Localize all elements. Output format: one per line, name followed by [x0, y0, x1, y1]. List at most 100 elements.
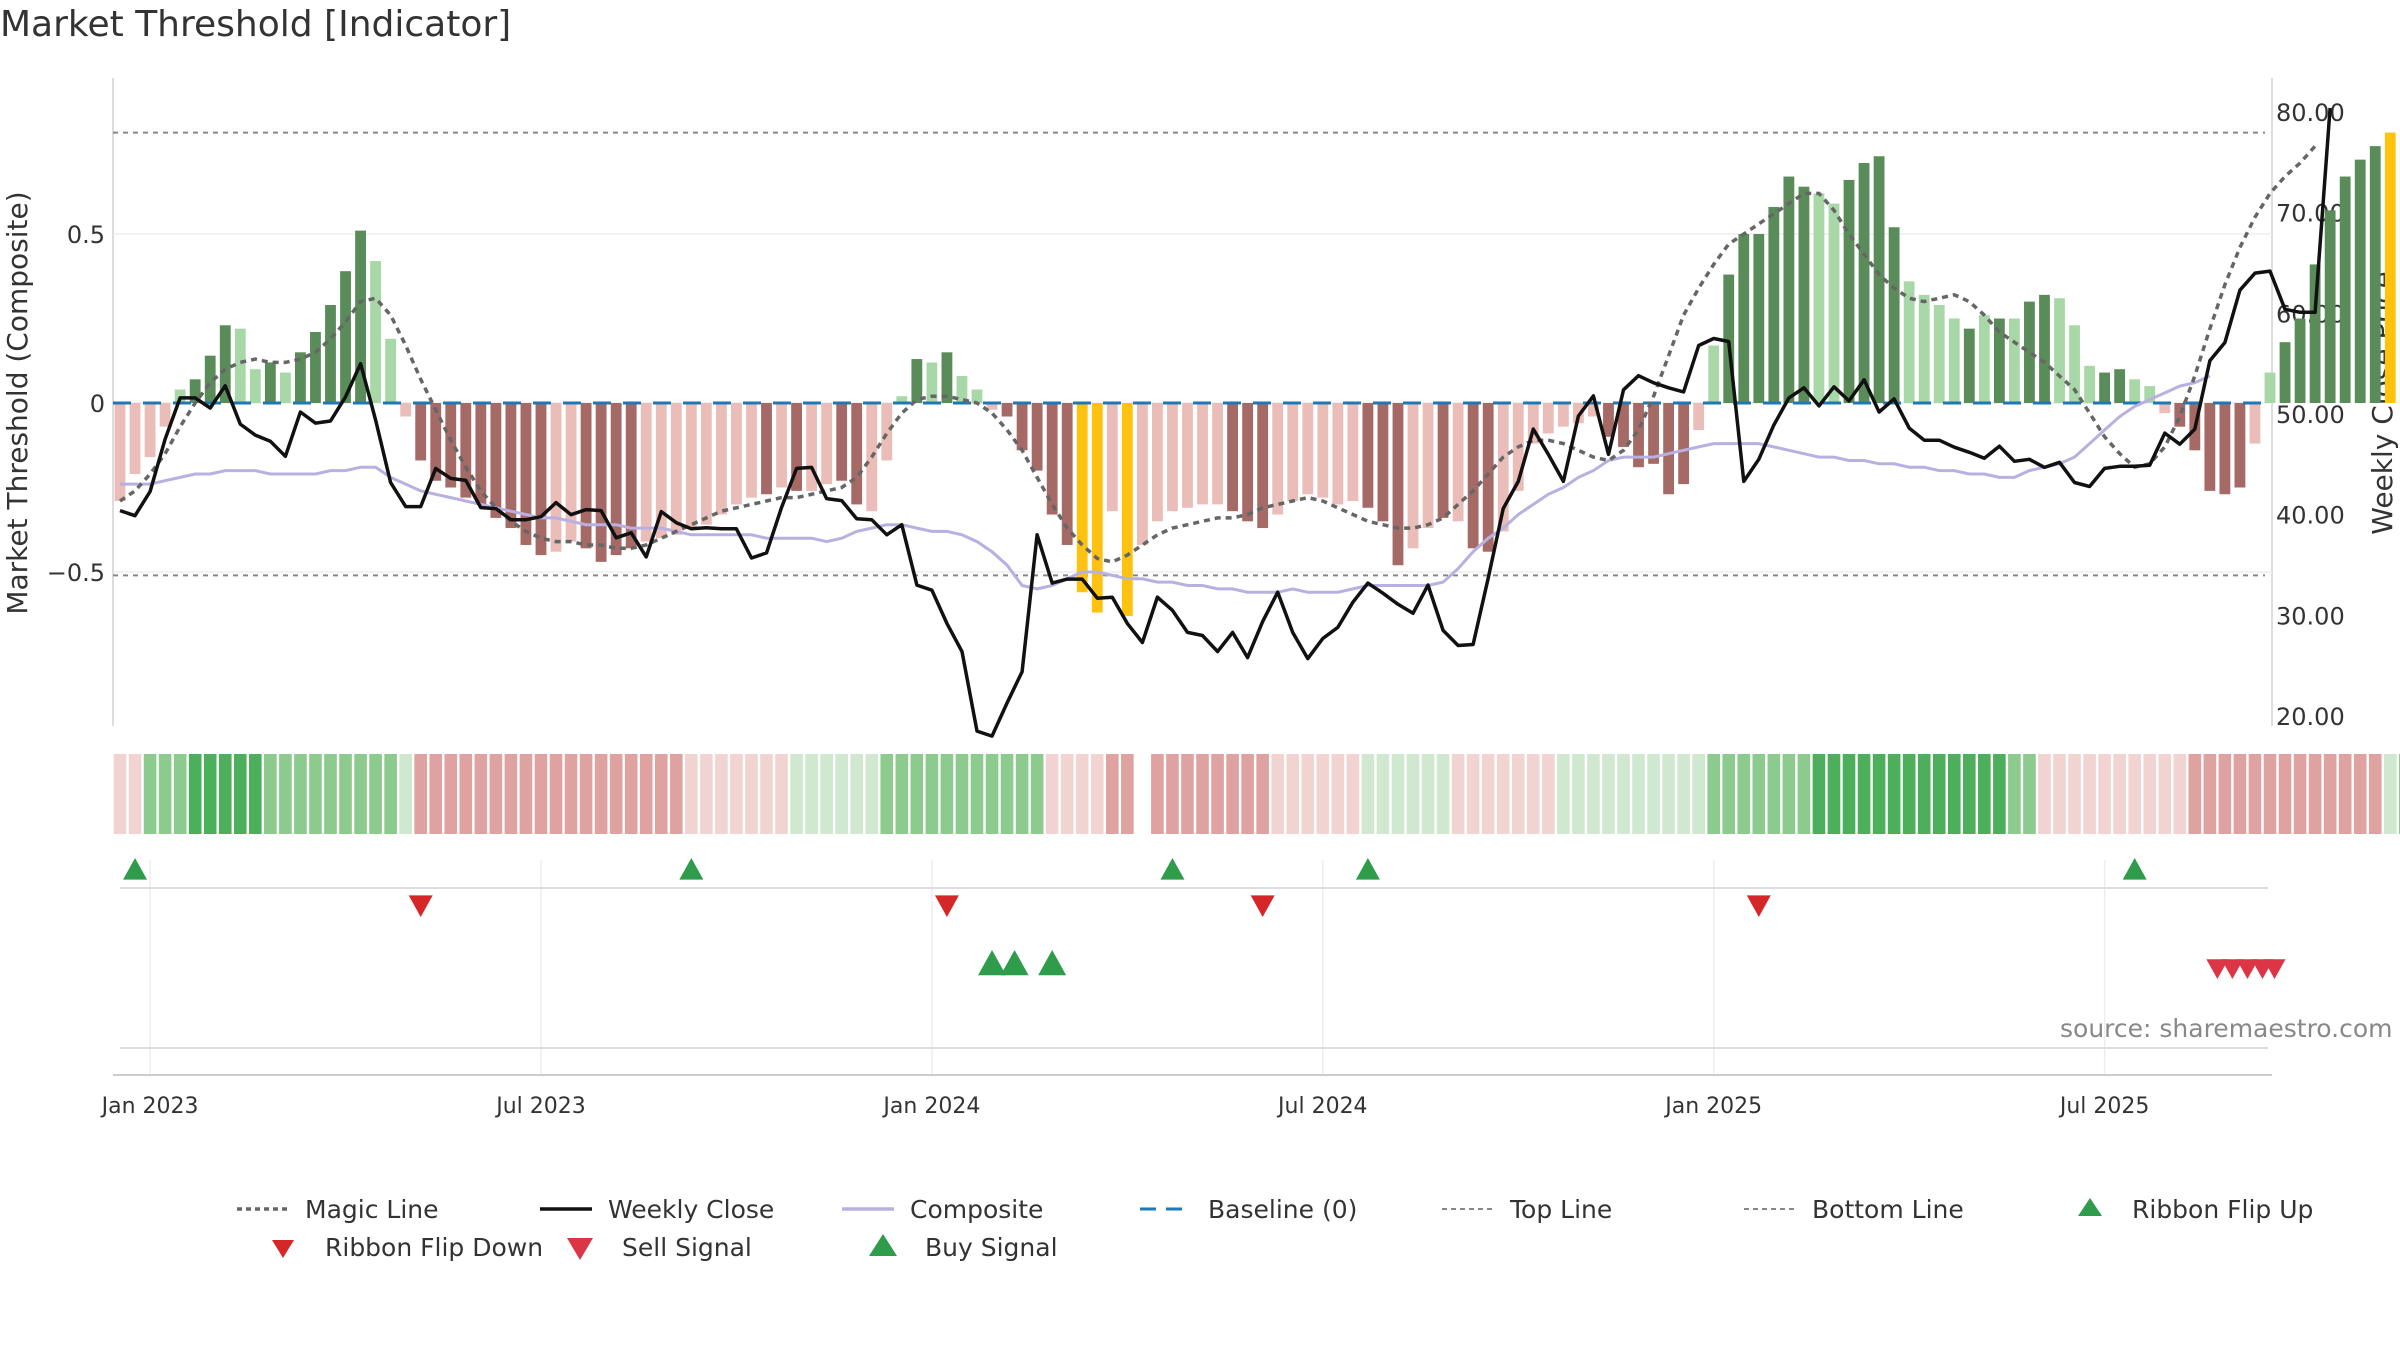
ribbon-cell: [294, 754, 307, 834]
composite-bar: [400, 403, 412, 417]
composite-bar: [715, 403, 727, 515]
legend-label: Sell Signal: [622, 1232, 752, 1262]
composite-bar: [1467, 403, 1479, 549]
legend-item: Top Line: [1440, 1192, 1612, 1226]
ribbon-cell: [865, 754, 879, 834]
ribbon-cell: [2218, 754, 2232, 834]
ribbon-cell: [2323, 754, 2337, 834]
composite-bar: [1197, 403, 1208, 505]
composite-bar: [1377, 403, 1389, 522]
ribbon-cell: [669, 754, 683, 834]
ribbon-cell: [474, 754, 488, 834]
right-tick-label: 80.00: [2276, 99, 2345, 127]
ribbon-cell: [2353, 754, 2367, 834]
ribbon-cell: [925, 754, 939, 834]
ribbon-cell: [384, 754, 397, 834]
ribbon-cell: [1797, 754, 1811, 834]
sell-signal-marker: [2236, 959, 2259, 979]
weekly-close-line: [119, 107, 2332, 738]
ribbon-cell: [1105, 754, 1119, 834]
buy-signal-marker: [1000, 950, 1029, 976]
legend-item: Magic Line: [235, 1192, 439, 1226]
composite-bar: [2264, 372, 2276, 403]
ribbon-cell: [1632, 754, 1645, 834]
x-tick-label: Jan 2023: [100, 1094, 199, 1119]
legend-item: Ribbon Flip Up: [2062, 1192, 2313, 1226]
ribbon-cell: [1376, 754, 1390, 834]
composite-bar: [1227, 403, 1238, 512]
ribbon-cell: [1271, 754, 1285, 834]
composite-bar: [2219, 403, 2231, 495]
composite-bar: [2099, 372, 2111, 403]
composite-bar: [2309, 264, 2321, 403]
ribbon-cell: [324, 754, 337, 834]
ribbon-cell: [1211, 754, 1224, 834]
composite-line: [120, 374, 2211, 594]
composite-bar: [1076, 403, 1088, 593]
composite-bar: [264, 362, 276, 403]
composite-bar: [550, 403, 562, 552]
ribbon-cell: [1256, 754, 1269, 834]
composite-bar: [2174, 403, 2186, 427]
ribbon-flip-down-marker: [1250, 895, 1275, 917]
composite-bar: [2294, 318, 2306, 403]
ribbon-flip-down-marker: [1746, 895, 1771, 917]
composite-bar: [896, 396, 908, 403]
ribbon-cell: [895, 754, 909, 834]
composite-bar: [2054, 298, 2065, 403]
ribbon-cell: [1181, 754, 1194, 834]
ribbon-cell: [504, 754, 518, 834]
composite-bar: [1858, 163, 1870, 403]
ribbon-cell: [1421, 754, 1435, 834]
ribbon-flip-down-marker: [408, 895, 433, 917]
composite-bar: [1963, 328, 1975, 403]
ribbon-cell: [1151, 754, 1164, 834]
sell-signal-marker: [2263, 959, 2286, 979]
ribbon-cell: [2203, 754, 2217, 834]
composite-bar: [2084, 365, 2095, 403]
ribbon-cell: [1872, 754, 1886, 834]
composite-bar: [1768, 206, 1780, 403]
composite-bar: [2144, 386, 2156, 403]
composite-bar: [1648, 403, 1659, 464]
ribbon-cell: [2038, 754, 2051, 834]
ribbon-cell: [2278, 754, 2292, 834]
ribbon-cell: [1572, 754, 1585, 834]
ribbon-cell: [279, 754, 292, 834]
composite-bar: [1588, 403, 1599, 417]
ribbon-cell: [1692, 754, 1705, 834]
composite-bar: [746, 403, 757, 498]
composite-bar: [1031, 403, 1043, 471]
ribbon-cell: [233, 754, 247, 834]
composite-bar: [144, 403, 156, 458]
legend-swatch: [237, 1207, 289, 1211]
composite-bar: [1918, 294, 1930, 403]
composite-bar: [1843, 179, 1855, 403]
ribbon-cell: [1902, 754, 1916, 834]
ribbon-cell: [369, 754, 382, 834]
composite-bar: [2279, 342, 2291, 403]
composite-bar: [1708, 345, 1720, 403]
composite-bar: [1798, 186, 1810, 403]
legend-item: Buy Signal: [855, 1230, 1058, 1264]
ribbon-cell: [2233, 754, 2247, 834]
composite-bar: [926, 362, 938, 403]
composite-bar: [1933, 304, 1945, 403]
composite-bar: [1542, 403, 1554, 434]
ribbon-cell: [1557, 754, 1570, 834]
composite-bar: [836, 403, 848, 481]
composite-bar: [2204, 403, 2216, 491]
composite-bar: [625, 403, 637, 549]
composite-bar: [1001, 403, 1013, 417]
ribbon-cell: [534, 754, 548, 834]
legend-swatch: [869, 1234, 897, 1256]
composite-bar: [249, 369, 261, 403]
legend-swatch-mark: [2078, 1198, 2102, 1216]
composite-bar: [1212, 403, 1223, 505]
sell-signal-marker: [2206, 959, 2229, 979]
composite-bar: [1978, 315, 1990, 403]
ribbon-cell: [429, 754, 443, 834]
ribbon-cell: [1526, 754, 1540, 834]
composite-bar: [1392, 403, 1404, 566]
ribbon-cell: [1226, 754, 1239, 834]
